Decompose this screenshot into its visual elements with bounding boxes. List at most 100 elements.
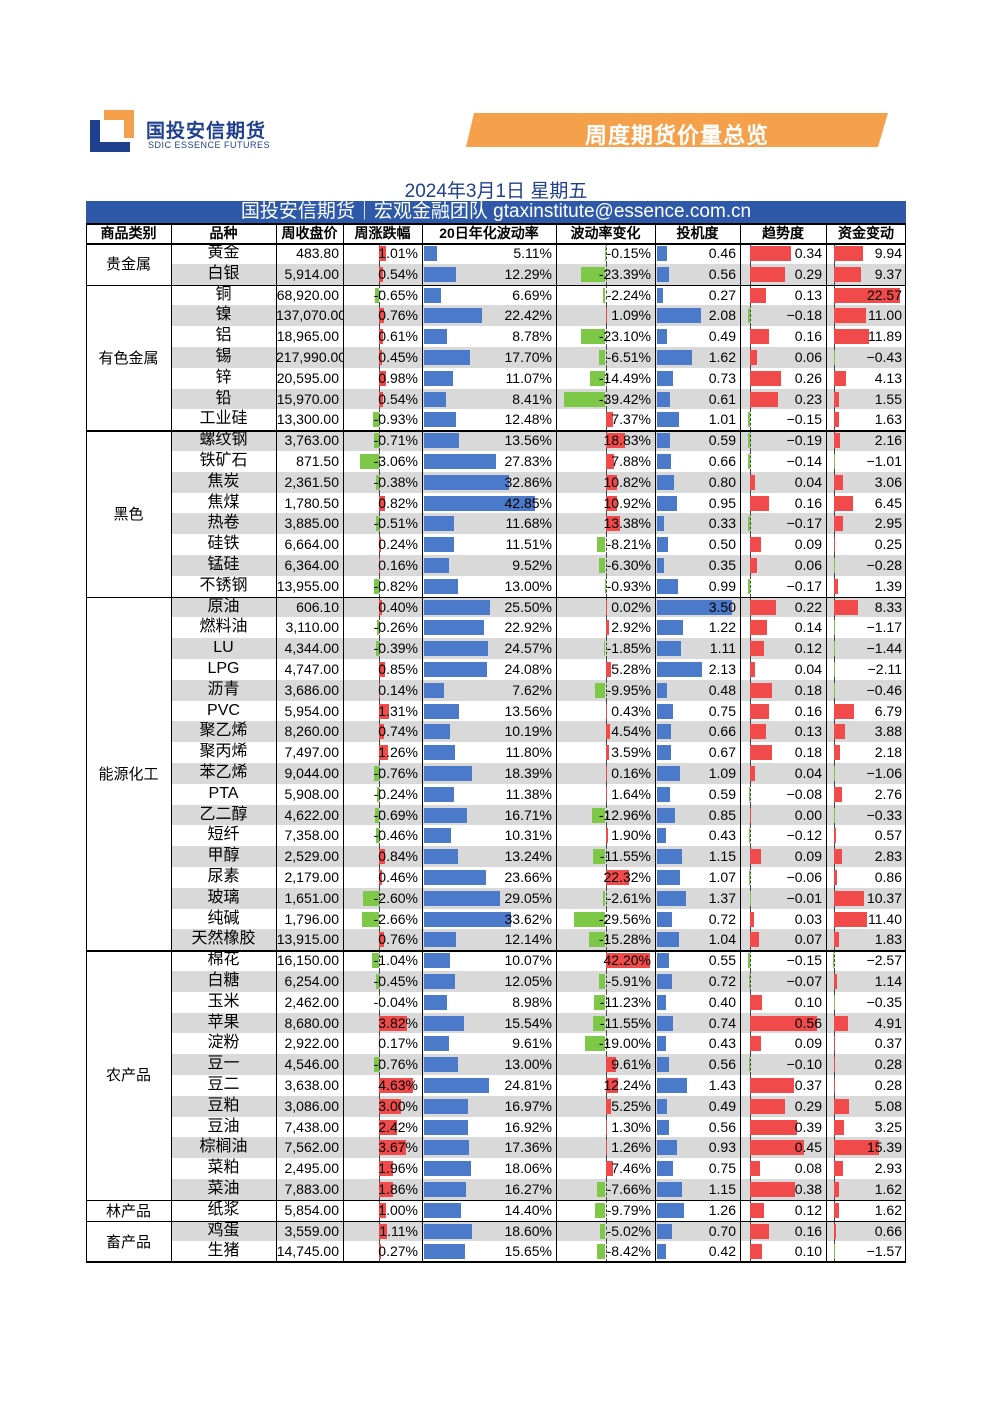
- spec-value: 0.27: [708, 286, 736, 303]
- trend-bar: [750, 1202, 765, 1218]
- vol-value: 11.51%: [505, 536, 552, 553]
- spec-bar: [657, 246, 667, 261]
- company-logo: 国投安信期货 SDIC ESSENCE FUTURES: [88, 108, 298, 156]
- spec-value: 3.50: [708, 598, 736, 615]
- change-bar: [374, 433, 379, 449]
- weekly-close: 137,070.00: [276, 305, 343, 327]
- change-value: -0.76%: [373, 765, 418, 781]
- volchg-value: 22.32%: [603, 869, 651, 885]
- trend-bar: [750, 641, 765, 657]
- volchg-value: 9.61%: [611, 1056, 651, 1073]
- weekly-close: 483.80: [276, 243, 343, 264]
- change-bar: [378, 1202, 387, 1218]
- volchg-value: -39.42%: [598, 390, 651, 407]
- fund-value: 22.57: [866, 286, 902, 303]
- fund-bar: [834, 516, 843, 532]
- weekly-close: 3,638.00: [276, 1075, 343, 1096]
- fund-bar: [834, 1098, 849, 1114]
- column-header-volchg: 波动率变化: [556, 223, 655, 243]
- weekly-close: 3,559.00: [276, 1220, 343, 1242]
- vol-value: 29.05%: [504, 889, 552, 906]
- volchg-cell: 1.90%: [556, 825, 655, 847]
- weekly-close: 4,344.00: [276, 638, 343, 659]
- column-divider: [276, 223, 277, 1263]
- change-cell: 4.63%: [343, 1075, 422, 1096]
- trend-bar: [750, 1223, 770, 1239]
- change-bar: [378, 1036, 381, 1052]
- fund-cell: 0.28: [826, 1075, 906, 1096]
- volchg-value: -7.66%: [606, 1181, 651, 1197]
- fund-value: 2.76: [874, 785, 902, 802]
- volchg-value: 5.28%: [611, 661, 651, 677]
- change-bar: [378, 1244, 381, 1260]
- change-bar: [376, 641, 379, 657]
- weekly-close: 13,955.00: [276, 575, 343, 597]
- vol-bar: [424, 890, 500, 906]
- change-value: 0.24%: [378, 536, 418, 553]
- volchg-value: 4.54%: [611, 723, 651, 740]
- fund-cell: 6.45: [826, 492, 906, 514]
- vol-bar: [424, 1098, 469, 1114]
- change-cell: 0.54%: [343, 388, 422, 410]
- spec-cell: 0.72: [655, 908, 740, 930]
- zero-axis-line: [378, 409, 380, 431]
- commodity-name: 黄金: [171, 243, 276, 264]
- vol-value: 24.57%: [504, 640, 552, 657]
- trend-cell: −0.18: [740, 305, 826, 327]
- vol-cell: 12.29%: [422, 263, 556, 285]
- zero-axis-line: [605, 1241, 607, 1263]
- zero-axis-line: [750, 451, 752, 472]
- trend-bar: [750, 745, 772, 761]
- commodity-name: 镍: [171, 305, 276, 327]
- change-value: 0.27%: [378, 1243, 418, 1260]
- vol-value: 12.29%: [504, 265, 552, 282]
- volchg-value: -2.61%: [606, 889, 651, 906]
- column-header-vol: 20日年化波动率: [422, 223, 556, 243]
- fund-value: −1.06: [866, 765, 902, 781]
- vol-cell: 16.97%: [422, 1095, 556, 1117]
- volchg-cell: -2.61%: [556, 887, 655, 909]
- volchg-bar: [594, 682, 606, 698]
- vol-bar: [424, 641, 488, 657]
- vol-cell: 11.68%: [422, 513, 556, 535]
- vol-bar: [424, 911, 512, 927]
- commodity-name: 纯碱: [171, 908, 276, 930]
- change-cell: 0.84%: [343, 846, 422, 867]
- zero-axis-line: [378, 887, 380, 909]
- volchg-cell: -11.55%: [556, 1012, 655, 1034]
- vol-cell: 11.80%: [422, 742, 556, 763]
- category-divider: [86, 243, 906, 245]
- volchg-cell: 18.83%: [556, 430, 655, 451]
- trend-bar: [750, 620, 767, 636]
- change-bar: [374, 287, 379, 303]
- fund-value: 3.06: [874, 473, 902, 490]
- fund-cell: 2.93: [826, 1158, 906, 1179]
- change-value: -0.76%: [373, 1056, 418, 1073]
- vol-cell: 12.48%: [422, 409, 556, 431]
- vol-value: 15.65%: [504, 1243, 552, 1260]
- zero-axis-line: [605, 575, 607, 597]
- spec-bar: [657, 1036, 667, 1052]
- spec-value: 0.59: [708, 432, 736, 449]
- spec-bar: [657, 495, 678, 511]
- trend-cell: 0.18: [740, 742, 826, 763]
- volchg-value: 5.25%: [611, 1097, 651, 1114]
- vol-bar: [424, 994, 448, 1010]
- spec-cell: 0.66: [655, 451, 740, 472]
- spec-value: 0.93: [708, 1139, 736, 1156]
- trend-bar: [750, 662, 755, 677]
- weekly-close: 15,970.00: [276, 388, 343, 410]
- volchg-bar: [605, 246, 607, 261]
- commodity-name: 天然橡胶: [171, 929, 276, 951]
- spec-bar: [657, 266, 669, 282]
- column-divider: [905, 223, 906, 1263]
- spec-value: 0.35: [708, 557, 736, 573]
- vol-bar: [424, 682, 444, 698]
- trend-value: 0.18: [794, 744, 822, 761]
- vol-value: 8.41%: [512, 390, 552, 407]
- trend-value: 0.26: [794, 369, 822, 386]
- change-value: 0.46%: [378, 869, 418, 885]
- spec-cell: 1.15: [655, 1179, 740, 1200]
- vol-cell: 13.56%: [422, 700, 556, 722]
- spec-bar: [657, 454, 672, 469]
